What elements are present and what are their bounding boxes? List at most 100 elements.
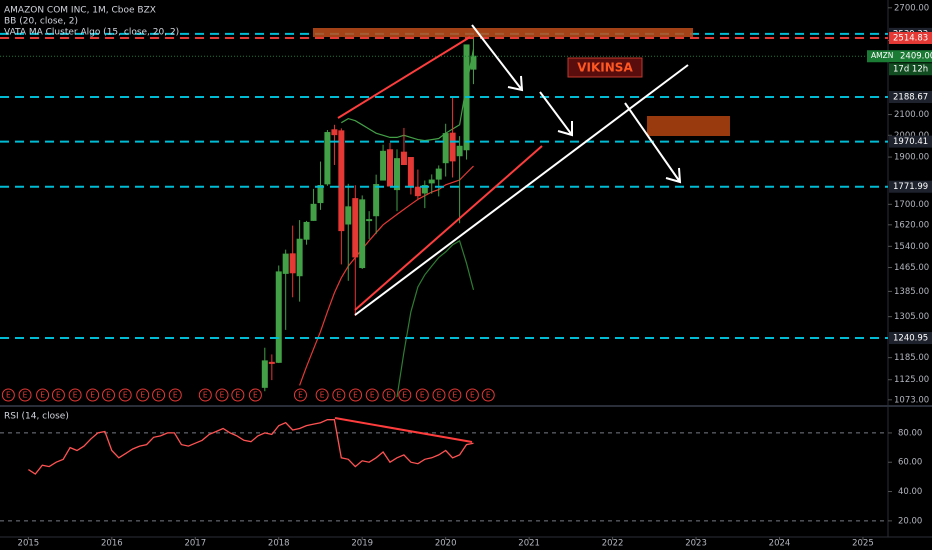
earnings-label: E: [370, 391, 375, 400]
last-price-box: [867, 50, 932, 63]
drawings: VIKINSA: [313, 24, 730, 443]
candle-body: [261, 360, 268, 388]
y-tick-label: 1620.00: [894, 220, 929, 230]
earnings-label: E: [6, 391, 11, 400]
earnings-label: E: [298, 391, 303, 400]
earnings-label: E: [203, 391, 208, 400]
x-tick-label: 2019: [351, 539, 373, 549]
candle-body: [359, 199, 366, 269]
x-tick-label: 2024: [769, 539, 791, 549]
earnings-marker: [432, 388, 446, 402]
y-tick-label: 1465.00: [894, 263, 929, 273]
earnings-marker: [465, 388, 479, 402]
rsi-line: [28, 419, 474, 475]
y-tick-label: 2100.00: [894, 110, 929, 120]
y-tick-label: 80.00: [898, 428, 922, 438]
y-tick-label: 40.00: [898, 487, 922, 497]
arrows: [471, 24, 682, 184]
earnings-marker: [332, 388, 346, 402]
x-tick-label: 2023: [685, 539, 707, 549]
earnings-marker: [68, 388, 82, 402]
earnings-label: E: [437, 391, 442, 400]
band-line: [396, 239, 475, 398]
candle-body: [373, 184, 380, 217]
earnings-label: E: [486, 391, 491, 400]
earnings-marker: [198, 388, 212, 402]
candle-body: [275, 271, 282, 363]
arrow: [624, 102, 682, 184]
level-label-box: [889, 90, 932, 103]
annotation-box: [567, 57, 643, 78]
candle-body: [331, 129, 338, 136]
level-label: 1970.41: [893, 137, 928, 147]
candle-body: [380, 150, 387, 181]
earnings-marker: [86, 388, 100, 402]
earnings-label: E: [220, 391, 225, 400]
candle-body: [414, 186, 421, 197]
earnings-label: E: [90, 391, 95, 400]
candle-body: [435, 168, 442, 180]
candle-body: [470, 55, 477, 70]
earnings-label: E: [402, 391, 407, 400]
earnings-label: E: [320, 391, 325, 400]
x-tick-label: 2020: [435, 539, 457, 549]
earnings-marker: [136, 388, 150, 402]
chart-title: AMAZON COM INC, 1M, Cboe BZX: [4, 6, 156, 16]
legend-entry: VATA MA Cluster Algo (15, close, 20, 2): [4, 28, 179, 38]
earnings-label: E: [56, 391, 61, 400]
earnings-marker: [349, 388, 363, 402]
y-tick-label: 1385.00: [894, 287, 929, 297]
candle-body: [449, 132, 456, 162]
band-line: [299, 165, 474, 386]
earnings-label: E: [106, 391, 111, 400]
candle-body: [282, 253, 289, 274]
level-label: 2188.67: [893, 92, 928, 102]
level-label: 1771.99: [893, 182, 928, 192]
candle-body: [352, 198, 359, 258]
candle-body: [428, 179, 435, 184]
earnings-label: E: [23, 391, 28, 400]
x-tick-label: 2018: [268, 539, 290, 549]
x-tick-label: 2022: [602, 539, 624, 549]
y-tick-label: 60.00: [898, 458, 922, 468]
y-tick-label: 1700.00: [894, 200, 929, 210]
level-label-box: [889, 180, 932, 193]
legend-entry: BB (20, close, 2): [4, 17, 78, 27]
earnings-label: E: [387, 391, 392, 400]
candle-body: [442, 133, 449, 164]
candle-body: [324, 132, 331, 185]
annotation-text: VIKINSA: [577, 61, 633, 75]
axes: 1073.00 1125.00 1185.00 1305.00 1385.00 1465.…: [18, 3, 932, 549]
last-price-label: 2409.00: [900, 52, 932, 62]
countdown-label: 17d 12h: [893, 65, 928, 75]
trendline: [337, 36, 471, 119]
countdown-box: [889, 63, 932, 76]
earnings-label: E: [420, 391, 425, 400]
candle-body: [407, 157, 414, 187]
y-tick-label: 1540.00: [894, 242, 929, 252]
arrow: [539, 91, 573, 137]
band-line: [340, 48, 475, 142]
trendline: [354, 145, 543, 311]
earnings-label: E: [140, 391, 145, 400]
earnings-marker: [481, 388, 495, 402]
earnings-marker: [152, 388, 166, 402]
earnings-marker: [18, 388, 32, 402]
y-tick-label: 2700.00: [894, 3, 929, 13]
level-label-box: [889, 31, 932, 44]
earnings-marker: [365, 388, 379, 402]
earnings-marker: [315, 388, 329, 402]
candle-body: [296, 238, 303, 277]
earnings-marker: [1, 388, 15, 402]
candle-body: [387, 149, 394, 187]
earnings-label: E: [235, 391, 240, 400]
earnings-label: E: [156, 391, 161, 400]
candle-body: [289, 253, 296, 274]
y-tick-label: 1125.00: [894, 375, 929, 385]
trendline: [354, 64, 689, 316]
level-label-box: [889, 135, 932, 148]
zone-rect: [313, 28, 693, 37]
earnings-marker: [293, 388, 307, 402]
earnings-marker: [36, 388, 50, 402]
